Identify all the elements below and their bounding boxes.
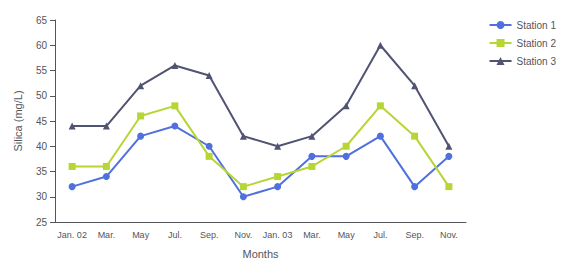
svg-text:40: 40 — [36, 141, 48, 152]
svg-text:Station 2: Station 2 — [517, 38, 557, 49]
svg-text:55: 55 — [36, 65, 48, 76]
svg-text:Months: Months — [242, 248, 279, 260]
svg-text:Mar.: Mar. — [303, 230, 321, 240]
svg-text:Sep.: Sep. — [200, 230, 219, 240]
svg-text:30: 30 — [36, 191, 48, 202]
svg-text:45: 45 — [36, 116, 48, 127]
svg-text:Nov.: Nov. — [234, 230, 252, 240]
svg-text:Jan. 03: Jan. 03 — [263, 230, 293, 240]
svg-text:65: 65 — [36, 15, 48, 26]
svg-text:Nov.: Nov. — [440, 230, 458, 240]
svg-text:Silica (mg/L): Silica (mg/L) — [12, 90, 24, 151]
svg-text:May: May — [132, 230, 150, 240]
svg-text:Station 3: Station 3 — [517, 56, 557, 67]
svg-text:60: 60 — [36, 40, 48, 51]
svg-text:Station 1: Station 1 — [517, 20, 557, 31]
svg-text:Jul.: Jul. — [373, 230, 387, 240]
svg-text:Sep.: Sep. — [405, 230, 424, 240]
svg-text:35: 35 — [36, 166, 48, 177]
svg-text:50: 50 — [36, 90, 48, 101]
svg-text:Jan. 02: Jan. 02 — [57, 230, 87, 240]
svg-text:Mar.: Mar. — [98, 230, 116, 240]
svg-text:25: 25 — [36, 217, 48, 228]
svg-text:May: May — [338, 230, 356, 240]
svg-text:Jul.: Jul. — [168, 230, 182, 240]
